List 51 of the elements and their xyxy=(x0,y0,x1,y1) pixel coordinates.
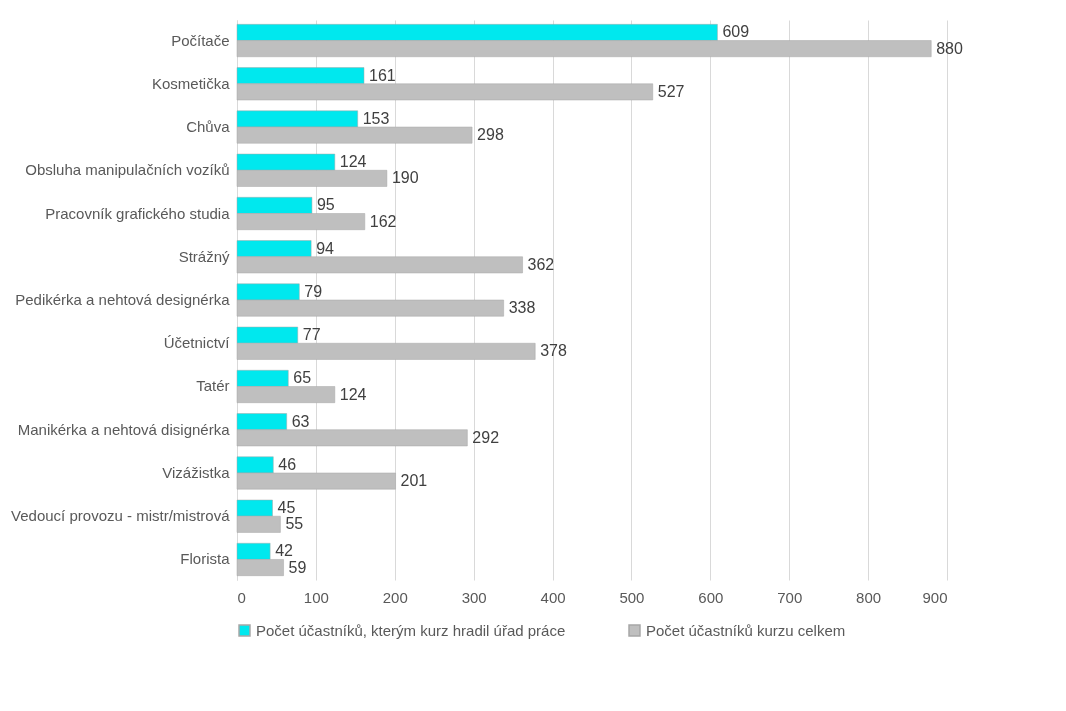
data-label: 124 xyxy=(339,153,367,171)
y-tick-label: Vedoucí provozu - mistr/mistrová xyxy=(11,507,231,525)
y-tick-label: Chůva xyxy=(186,118,231,136)
y-tick-label: Florista xyxy=(180,550,231,568)
y-tick-label: Počítače xyxy=(171,31,230,49)
data-label: 298 xyxy=(477,126,504,144)
x-tick-label: 800 xyxy=(856,588,882,606)
x-tick-label: 700 xyxy=(777,588,803,606)
x-tick-label: 400 xyxy=(540,588,566,606)
data-label: 124 xyxy=(339,385,367,403)
data-label: 161 xyxy=(369,66,396,84)
data-label: 45 xyxy=(277,499,296,517)
data-label: 153 xyxy=(362,109,390,127)
y-tick-label: Vizážistka xyxy=(162,463,231,481)
data-label: 292 xyxy=(472,428,500,446)
data-label: 190 xyxy=(391,169,419,187)
data-label: 95 xyxy=(316,196,335,214)
data-label: 162 xyxy=(369,212,397,230)
data-label: 55 xyxy=(285,515,304,533)
data-label: 65 xyxy=(293,369,312,387)
x-tick-label: 200 xyxy=(382,588,408,606)
data-label: 42 xyxy=(275,542,294,560)
data-label: 201 xyxy=(400,472,428,490)
data-label: 609 xyxy=(722,23,750,41)
data-label: 338 xyxy=(508,299,536,317)
y-tick-label: Pracovník grafického studia xyxy=(45,204,231,222)
legend-label: Počet účastníků kurzu celkem xyxy=(646,621,846,639)
x-tick-label: 300 xyxy=(461,588,487,606)
x-tick-label: 600 xyxy=(698,588,724,606)
data-label: 77 xyxy=(302,326,321,344)
data-label: 362 xyxy=(527,255,555,273)
legend-label: Počet účastníků, kterým kurz hradil úřad práce xyxy=(256,621,566,639)
x-tick-label: 900 xyxy=(922,588,948,606)
data-label: 94 xyxy=(316,239,335,257)
x-tick-label: 100 xyxy=(303,588,329,606)
data-label: 46 xyxy=(278,455,297,473)
x-tick-label: 500 xyxy=(619,588,645,606)
data-label: 378 xyxy=(540,342,567,360)
x-tick-label: 0 xyxy=(237,588,246,606)
y-tick-label: Strážný xyxy=(178,247,230,265)
y-tick-label: Kosmetička xyxy=(151,74,231,92)
y-tick-label: Tatér xyxy=(196,377,230,395)
data-label: 880 xyxy=(936,39,964,57)
data-label: 59 xyxy=(288,558,307,576)
y-tick-label: Obsluha manipulačních vozíků xyxy=(25,161,230,179)
data-label: 79 xyxy=(304,282,323,300)
y-tick-label: Manikérka a nehtová disignérka xyxy=(17,420,231,438)
data-label: 63 xyxy=(291,412,310,430)
y-tick-label: Účetnictví xyxy=(163,334,231,352)
data-label: 527 xyxy=(657,82,685,100)
y-tick-label: Pedikérka a nehtová designérka xyxy=(15,291,231,308)
